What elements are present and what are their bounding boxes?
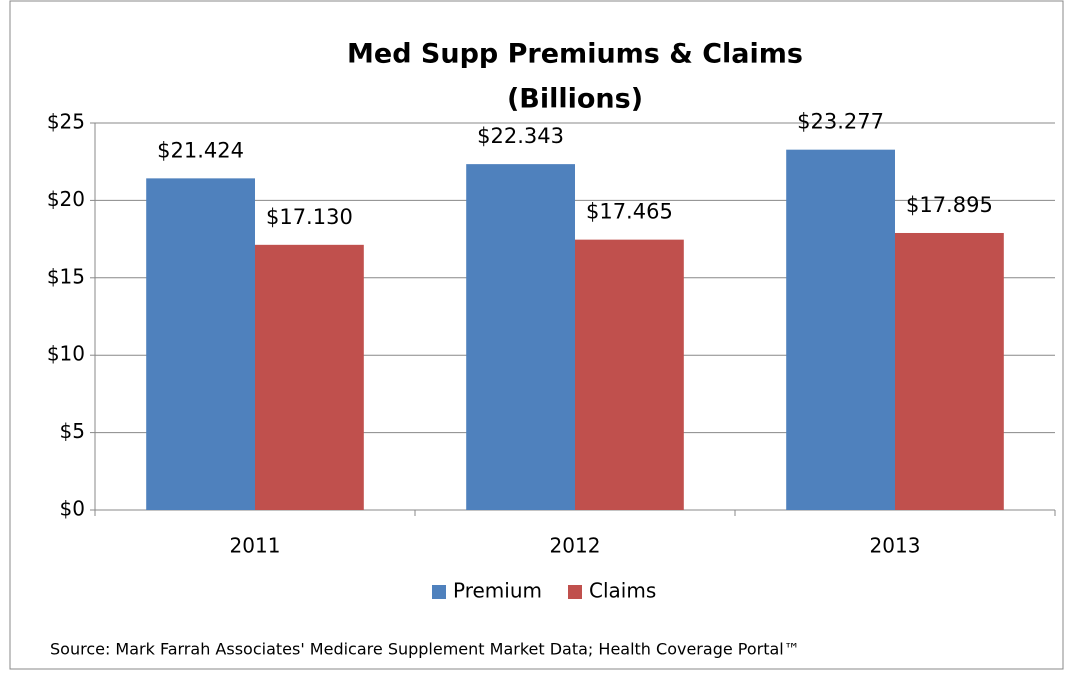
bar [255,244,364,510]
chart-subtitle: (Billions) [507,84,643,115]
source-note: Source: Mark Farrah Associates' Medicare… [50,640,800,659]
value-label: $17.465 [586,200,673,224]
value-label: $17.130 [266,205,353,229]
y-tick-label: $20 [47,187,85,211]
y-tick-label: $10 [47,342,85,366]
y-tick-label: $15 [47,264,85,288]
legend-label: Claims [589,579,656,603]
bar [466,164,575,510]
x-tick-label: 2013 [870,534,921,558]
x-tick-label: 2011 [230,534,281,558]
bar [786,149,895,510]
bar [895,232,1004,510]
bar [575,239,684,511]
value-label: $22.343 [477,124,564,148]
legend-swatch [568,585,582,599]
legend-label: Premium [453,579,542,603]
chart-title: Med Supp Premiums & Claims [347,39,803,70]
value-label: $23.277 [797,110,884,134]
y-tick-label: $25 [47,110,85,134]
y-tick-label: $0 [60,497,85,521]
value-label: $21.424 [157,138,244,162]
value-label: $17.895 [906,193,993,217]
y-tick-label: $5 [60,419,85,443]
bar [146,178,255,510]
x-tick-label: 2012 [550,534,601,558]
legend-swatch [432,585,446,599]
